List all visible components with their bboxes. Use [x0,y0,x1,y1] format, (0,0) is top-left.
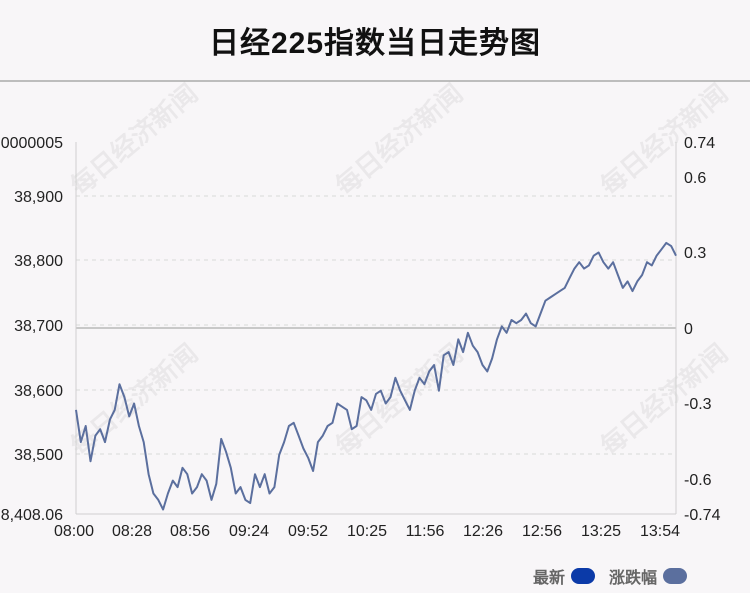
y-left-tick-label: 38,900 [14,189,63,206]
y-left-tick-label: 38,600 [14,383,63,400]
title-divider [0,80,750,82]
y-right-tick-label: 0.6 [684,170,706,187]
chart-title: 日经225指数当日走势图 [208,27,542,60]
x-tick-label: 09:24 [229,523,269,540]
y-right-tick-label: -0.74 [684,507,721,524]
legend-item-change[interactable]: 涨跌幅 [609,564,688,588]
legend-swatch-change [663,568,688,584]
x-tick-label: 12:26 [463,523,503,540]
y-left-tick-label: 38,800 [14,253,63,270]
x-tick-label: 12:56 [522,523,562,540]
legend-label-change: 涨跌幅 [609,570,658,587]
x-tick-label: 08:56 [170,523,210,540]
legend-label-latest: 最新 [533,570,566,587]
x-tick-label: 13:54 [640,523,680,540]
y-left-tick-label: 38,700 [14,318,63,335]
y-left-tick-label: 38,500 [14,447,63,464]
x-tick-label: 08:28 [112,523,152,540]
y-right-tick-label: 0.74 [684,135,715,152]
x-tick-label: 11:56 [406,523,445,540]
x-tick-label: 09:52 [288,523,328,540]
y-left-tick-label: 8,408.06 [1,507,63,524]
legend-item-latest[interactable]: 最新 [533,564,596,588]
y-left-tick-label: 0000005 [1,135,63,152]
x-tick-label: 13:25 [581,523,621,540]
y-right-tick-label: -0.3 [684,396,712,413]
legend-swatch-latest [571,568,596,584]
y-right-tick-label: -0.6 [684,472,712,489]
y-right-tick-label: 0.3 [684,245,706,262]
series-line [75,241,677,511]
x-tick-label: 08:00 [54,523,94,540]
x-tick-label: 10:25 [347,523,387,540]
y-right-tick-label: 0 [684,321,693,338]
